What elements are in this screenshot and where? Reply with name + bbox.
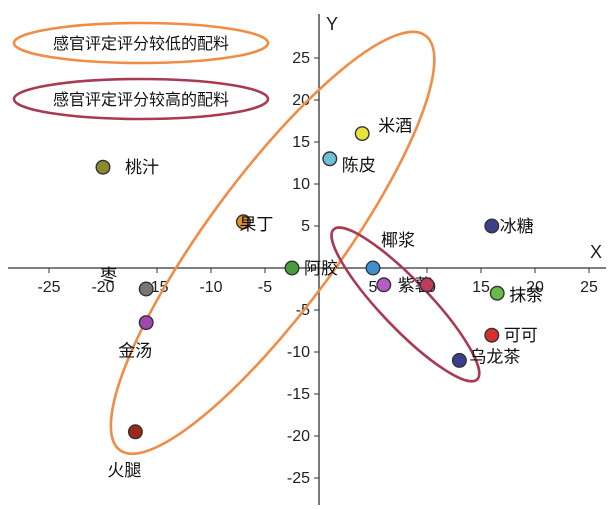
y-tick-label: 20 <box>292 92 310 109</box>
point-label: 可可 <box>504 326 538 346</box>
point-label: 火腿 <box>107 461 141 481</box>
y-tick-label: 15 <box>292 134 310 151</box>
data-point-5 <box>284 260 300 276</box>
y-tick-label: -15 <box>287 386 310 403</box>
point-label: 陈皮 <box>342 156 376 176</box>
legend-label-2: 感官评定评分较高的配料 <box>53 90 229 109</box>
data-point-4 <box>235 214 251 230</box>
x-axis-label: X <box>590 242 602 262</box>
x-tick-label: -5 <box>258 279 272 296</box>
legend-label-1: 感官评定评分较低的配料 <box>53 34 229 53</box>
data-point-7 <box>376 277 392 293</box>
data-point-2 <box>354 126 370 142</box>
point-label: 椰浆 <box>381 231 415 251</box>
data-point-13 <box>138 281 154 297</box>
group-ellipse-1 <box>109 30 436 456</box>
data-point-3 <box>322 151 338 167</box>
x-tick-label: -20 <box>91 279 114 296</box>
legend-ellipse-2 <box>12 77 270 121</box>
x-tick-label: 5 <box>369 279 378 296</box>
data-point-1 <box>95 159 111 175</box>
y-tick-label: -20 <box>287 428 310 445</box>
y-tick-label: 5 <box>301 218 310 235</box>
point-label: 抹茶 <box>509 286 543 306</box>
x-tick-label: -25 <box>37 279 60 296</box>
data-point-15 <box>127 424 143 440</box>
x-tick-label: 20 <box>526 279 544 296</box>
data-point-9 <box>484 218 500 234</box>
y-tick-label: -10 <box>287 344 310 361</box>
point-label: 桃汁 <box>125 158 159 178</box>
data-point-10 <box>489 285 505 301</box>
legend-ellipse-1 <box>12 21 270 65</box>
data-point-14 <box>138 315 154 331</box>
data-point-6 <box>365 260 381 276</box>
point-label: 米酒 <box>378 117 412 137</box>
point-label: 冰糖 <box>500 217 534 237</box>
x-tick-label: 15 <box>472 279 490 296</box>
x-tick-label: 25 <box>580 279 598 296</box>
point-label: 阿胶 <box>304 259 338 279</box>
point-label: 乌龙茶 <box>469 347 520 367</box>
data-point-11 <box>484 327 500 343</box>
y-axis-label: Y <box>326 14 338 34</box>
y-tick-label: 25 <box>292 50 310 67</box>
y-tick-label: 10 <box>292 176 310 193</box>
data-point-8 <box>419 277 435 293</box>
data-point-12 <box>451 352 467 368</box>
point-label: 果丁 <box>239 215 273 235</box>
x-tick-label: -10 <box>199 279 222 296</box>
group-ellipses <box>109 30 481 456</box>
y-tick-label: -25 <box>287 470 310 487</box>
point-label: 枣 <box>100 266 117 286</box>
point-label: 金汤 <box>118 342 152 362</box>
